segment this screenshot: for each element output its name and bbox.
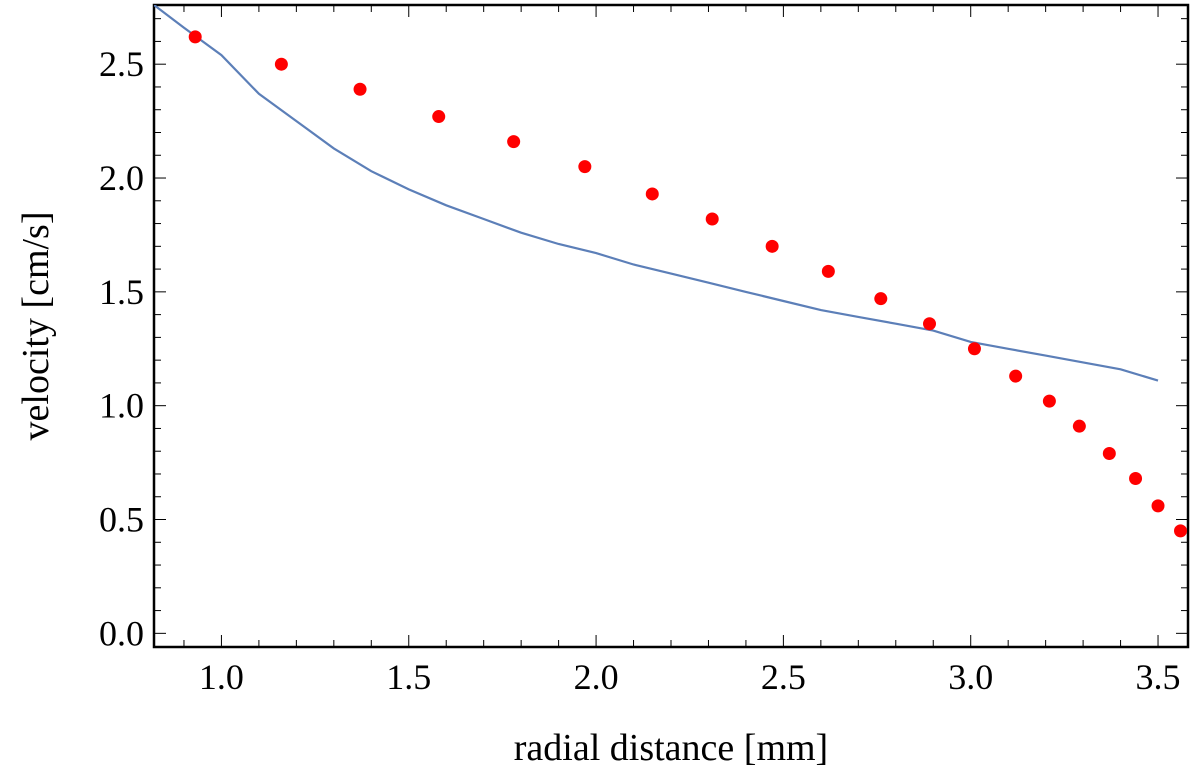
data-point (507, 135, 521, 149)
data-point (705, 212, 719, 226)
y-tick-label: 1.5 (99, 272, 144, 312)
plot-area (154, 5, 1188, 538)
data-point (274, 57, 288, 71)
data-point (353, 82, 367, 96)
data-point (1129, 472, 1143, 486)
data-point (432, 110, 446, 124)
data-point (765, 239, 779, 253)
axis-tick-labels: 1.0 1.5 2.0 2.5 3.0 3.5 0.0 0.5 1.0 1.5 2.0 2.5 (99, 44, 1181, 697)
data-point (578, 160, 592, 174)
data-point (645, 187, 659, 201)
y-tick-label: 2.0 (99, 158, 144, 198)
plot-frame (152, 3, 1190, 649)
x-tick-label: 3.0 (948, 657, 993, 697)
data-point (1072, 419, 1086, 433)
data-point (1042, 394, 1056, 408)
data-point (1102, 446, 1116, 460)
data-point (874, 292, 888, 306)
x-tick-label: 2.0 (574, 657, 619, 697)
x-tick-label: 2.5 (761, 657, 806, 697)
model-curve (154, 5, 1159, 382)
axis-ticks (154, 5, 1188, 647)
data-point (1174, 524, 1188, 538)
data-point (821, 264, 835, 278)
data-point (1151, 499, 1165, 513)
data-point (923, 317, 936, 331)
y-tick-label: 0.0 (99, 613, 144, 653)
y-tick-label: 0.5 (99, 500, 144, 540)
x-axis-title: radial distance [mm] (514, 727, 828, 769)
y-axis-title: velocity [cm/s] (15, 212, 57, 441)
data-point (967, 342, 981, 356)
x-tick-label: 3.5 (1136, 657, 1181, 697)
x-tick-label: 1.0 (199, 657, 244, 697)
y-tick-label: 2.5 (99, 44, 144, 84)
x-tick-label: 1.5 (386, 657, 431, 697)
data-point (188, 30, 202, 44)
y-tick-label: 1.0 (99, 386, 144, 426)
data-point (1009, 369, 1023, 383)
